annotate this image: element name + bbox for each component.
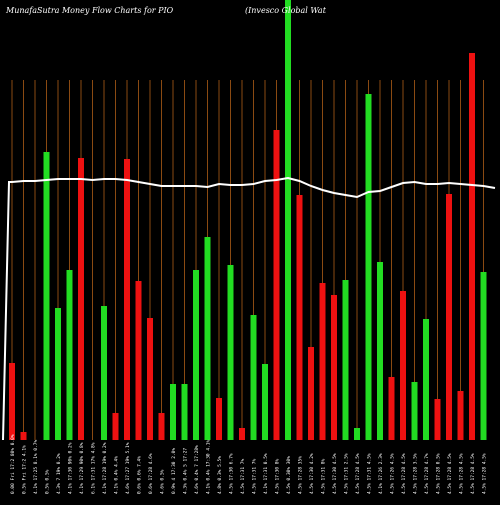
x-tick-label: 4.1% 17:26 2.3% bbox=[378, 453, 384, 494]
money-flow-bar bbox=[204, 237, 211, 440]
x-tick-label: 4.5% 17:28 4.5% bbox=[470, 453, 476, 494]
x-tick-label: 0.6% 17:28 4.6% bbox=[148, 453, 154, 494]
money-flow-bar bbox=[262, 364, 268, 440]
money-flow-bar bbox=[55, 308, 61, 440]
x-tick-label: 0.5% 0.5% bbox=[45, 469, 51, 494]
x-tick-label: 4.5% 17:26 4.5% bbox=[390, 453, 396, 494]
x-tick-label: 4.5% 17:28 4.5% bbox=[447, 453, 453, 494]
x-tick-label: 4.1% 17:31 0.5% bbox=[263, 453, 269, 494]
money-flow-bar bbox=[469, 53, 475, 440]
x-tick-label: 4.3% 7 19% 0.2% bbox=[56, 453, 62, 494]
money-flow-bar bbox=[250, 315, 257, 440]
money-flow-bar bbox=[239, 428, 245, 440]
chart-title: MunafaSutra Money Flow Charts for PIO bbox=[6, 6, 174, 15]
money-flow-bar bbox=[446, 194, 452, 440]
money-flow-bar bbox=[181, 384, 188, 440]
x-tick-label: 4.5% 17:31 2.5% bbox=[344, 453, 350, 494]
x-tick-label: 4.1% 0.4% 17:30 4.1% bbox=[206, 440, 212, 494]
x-tick-label: 4.1% 17:30 90% 0.2% bbox=[68, 442, 74, 494]
money-flow-bar bbox=[354, 428, 360, 440]
x-tick-label: 4.5% 17:31 8% bbox=[321, 458, 327, 494]
x-tick-label: 4.5% 17:28 3.5% bbox=[413, 453, 419, 494]
x-tick-label: 4.6% 17:27 19% 5.1% bbox=[125, 442, 131, 494]
x-tick-label: 6.1% 17:31 17% 4.8% bbox=[91, 442, 97, 494]
money-flow-bar bbox=[285, 0, 291, 440]
x-tick-label: 4.5% 17:31 4.5% bbox=[367, 453, 373, 494]
x-tick-label: 4.5% 17:28 4.5% bbox=[355, 453, 361, 494]
x-tick-label: 4.6% 0.5% bbox=[160, 469, 166, 494]
money-flow-bar bbox=[170, 384, 176, 440]
money-flow-bar bbox=[296, 195, 303, 440]
x-tick-label: 4.5% 17:30 6.7% bbox=[229, 453, 235, 494]
x-tick-label: 0.6% 0.6% 7.4% bbox=[137, 456, 143, 494]
money-flow-bar bbox=[423, 319, 429, 440]
money-flow-bar bbox=[365, 94, 372, 440]
x-tick-label: 4.5% 17:28 4.7% bbox=[424, 453, 430, 494]
money-flow-bar bbox=[124, 159, 130, 440]
x-tick-label: 4.5% 17:28 35% bbox=[298, 456, 304, 494]
money-flow-bar bbox=[193, 270, 199, 440]
x-tick-label: 4.5% 17:31 7% bbox=[240, 458, 246, 494]
trend-line bbox=[2, 176, 496, 441]
x-tick-label: 4.5% 17:28 4.5% bbox=[459, 453, 465, 494]
money-flow-bar bbox=[147, 318, 153, 440]
x-tick-label: 4.1% 0.4% 4.4% bbox=[114, 456, 120, 494]
money-flow-bar bbox=[411, 382, 418, 440]
x-tick-label: 4.5% 17:28 4.5% bbox=[401, 453, 407, 494]
money-flow-bar bbox=[388, 377, 395, 440]
x-tick-label: 0.9% 4 17:30 2.0% bbox=[171, 448, 177, 494]
x-tick-label: 4.5% 17:30 8% bbox=[275, 458, 281, 494]
x-tick-label: 0.5% Fri 17:2 4.1% bbox=[22, 445, 28, 494]
money-flow-bar bbox=[434, 399, 441, 440]
money-flow-bar bbox=[20, 432, 27, 440]
money-flow-bar bbox=[66, 270, 73, 440]
money-flow-bar bbox=[400, 291, 406, 440]
x-tick-label: 4.3% 0.4% 5 17:27 bbox=[183, 448, 189, 494]
money-flow-bar bbox=[457, 391, 464, 440]
money-flow-bar bbox=[308, 347, 314, 440]
money-flow-bar bbox=[43, 152, 50, 440]
money-flow-bar bbox=[342, 280, 349, 440]
x-tick-label: 4.6% 0.4% 7 17:28% bbox=[194, 445, 200, 494]
x-tick-label: 4.5% 17:30 4.2% bbox=[309, 453, 315, 494]
x-tick-label: 4.5% 17:30 4.5% bbox=[332, 453, 338, 494]
money-flow-bar bbox=[158, 413, 165, 440]
x-tick-label: 4.1% 17:29 90% 0.8% bbox=[79, 442, 85, 494]
chart-subtitle: (Invesco Global Wat bbox=[245, 6, 326, 15]
x-tick-label: 4.5% 17:28 0.5% bbox=[436, 453, 442, 494]
x-tick-label: 4.5% 17:31 7% bbox=[252, 458, 258, 494]
x-tick-label: 4.8% 0.3% 5.5% bbox=[217, 456, 223, 494]
money-flow-bar bbox=[78, 158, 84, 440]
x-tick-label: 4.1% 17:25 8.1% 0.7% bbox=[33, 440, 39, 494]
x-tick-label: 4.1% 17:28 19% 0.2% bbox=[102, 442, 108, 494]
money-flow-bar bbox=[9, 363, 15, 440]
x-tick-label: 4.5% 17:28 4.5% bbox=[482, 453, 488, 494]
money-flow-bar bbox=[273, 130, 280, 440]
money-flow-bar bbox=[227, 265, 234, 440]
money-flow-bar bbox=[331, 295, 337, 440]
money-flow-bar bbox=[135, 281, 142, 440]
money-flow-bar bbox=[480, 272, 487, 440]
money-flow-bar bbox=[377, 262, 383, 440]
x-tick-label: 0.00 Fri 17:2 80% 0.0% bbox=[10, 434, 16, 494]
x-tick-label: 4.5% 0.30% 30% bbox=[286, 456, 292, 494]
money-flow-bar bbox=[101, 306, 107, 440]
money-flow-bar bbox=[216, 398, 222, 440]
money-flow-bar bbox=[319, 283, 326, 440]
money-flow-bar bbox=[112, 413, 119, 440]
